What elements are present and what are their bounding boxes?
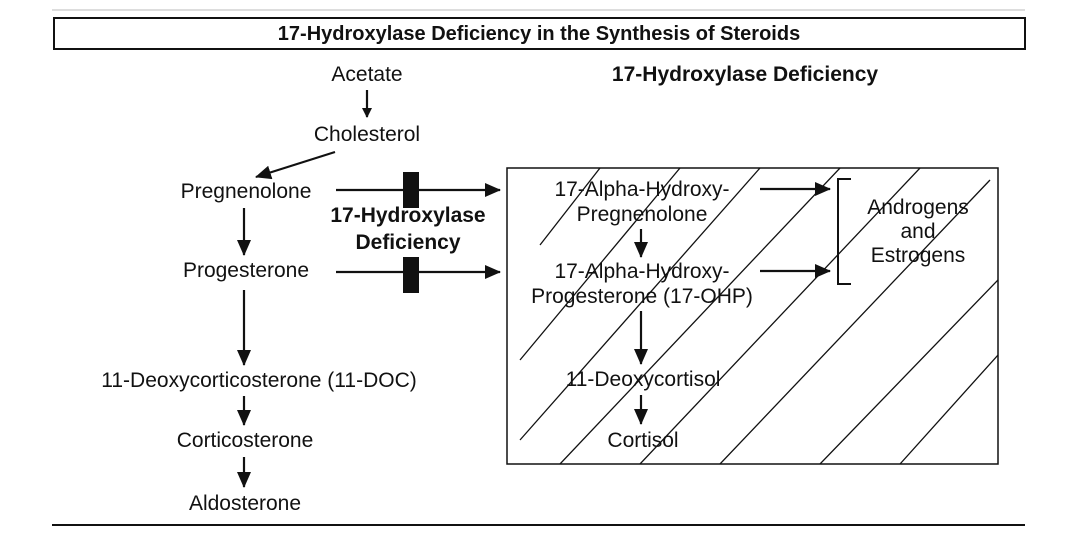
progesterone-label: Progesterone	[183, 259, 309, 282]
left-pathway-arrows	[237, 90, 372, 488]
cortisol-label: Cortisol	[607, 429, 678, 452]
estrogens-label: Estrogens	[871, 244, 966, 267]
oh-prog-label-line2: Progesterone (17-OHP)	[531, 285, 753, 308]
and-label: and	[900, 220, 935, 243]
aldosterone-label: Aldosterone	[189, 492, 301, 515]
oh-preg-label-line2: Pregnenolone	[577, 203, 708, 226]
blocked-region-box	[506, 167, 999, 465]
legend-heading: 17-Hydroxylase Deficiency	[612, 63, 878, 86]
doc-label: 11-Deoxycorticosterone (11-DOC)	[101, 369, 417, 392]
cholesterol-label: Cholesterol	[314, 123, 420, 146]
sex-steroid-bracket	[837, 178, 851, 285]
corticosterone-label: Corticosterone	[177, 429, 314, 452]
androgens-label: Androgens	[867, 196, 969, 219]
blocked-pathway-arrows	[634, 182, 831, 425]
oh-preg-label-line1: 17-Alpha-Hydroxy-	[554, 178, 729, 201]
block-label-line1: 17-Hydroxylase	[330, 204, 485, 227]
hatch-lines	[519, 168, 998, 464]
acetate-label: Acetate	[331, 63, 402, 86]
diagram-title: 17-Hydroxylase Deficiency in the Synthes…	[278, 23, 800, 45]
block-bar-upper	[403, 172, 419, 208]
block-label-line2: Deficiency	[355, 231, 460, 254]
pregnenolone-label: Pregnenolone	[181, 180, 312, 203]
arrow-cholesterol-pregnenolone	[255, 150, 336, 180]
title-box	[53, 17, 1026, 50]
block-bar-lower	[403, 257, 419, 293]
oh-prog-label-line1: 17-Alpha-Hydroxy-	[554, 260, 729, 283]
deoxycortisol-label: 11-Deoxycortisol	[566, 368, 721, 391]
